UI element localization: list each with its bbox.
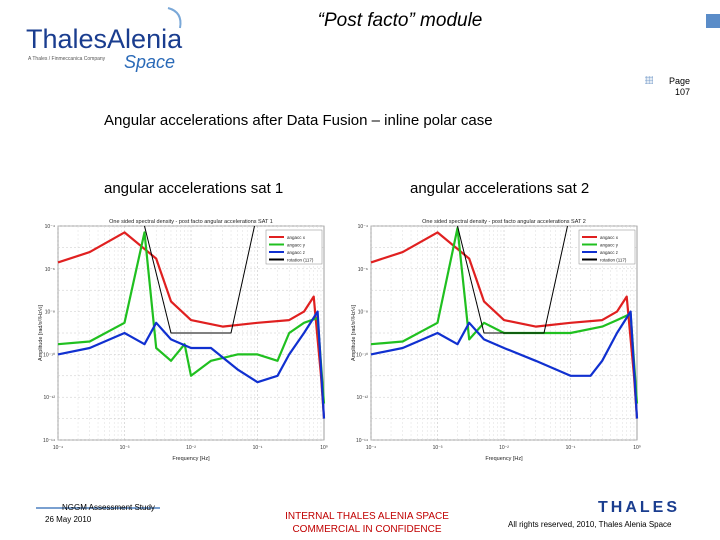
y-axis-label: Amplitude [rad/s²/Hz½]	[350, 305, 357, 361]
x-tick-label: 10⁻⁴	[53, 445, 63, 451]
series-line-angacc-z	[370, 310, 639, 419]
y-axis-label: Amplitude [rad/s²/Hz½]	[37, 305, 44, 361]
confidential-line-1: INTERNAL THALES ALENIA SPACE	[285, 511, 449, 522]
logo-main-text: ThalesAlenia	[26, 24, 183, 54]
y-tick-label: 10⁻¹⁰	[356, 352, 368, 358]
confidential-line-2: COMMERCIAL IN CONFIDENCE	[292, 524, 442, 535]
footer-rights: All rights reserved, 2010, Thales Alenia…	[508, 520, 672, 529]
legend-label: rotation (117)	[287, 258, 314, 263]
legend-label: angacc z	[600, 250, 619, 255]
x-axis-label: Frequency [Hz]	[485, 456, 523, 462]
y-tick-label: 10⁻¹²	[43, 395, 55, 401]
thales-logo-text: THALES	[598, 499, 680, 514]
footer-rule	[36, 507, 160, 509]
series-line-angacc-x	[370, 231, 639, 419]
series-line-angacc-y	[57, 231, 326, 404]
page-label: Page	[668, 76, 690, 86]
legend-label: angacc y	[287, 243, 306, 248]
x-tick-label: 10⁻⁴	[366, 445, 376, 451]
series-line-angacc-x	[57, 231, 326, 419]
y-tick-label: 10⁻¹⁴	[356, 438, 368, 444]
legend-box	[578, 229, 636, 265]
x-tick-label: 10⁻¹	[253, 445, 263, 451]
series-line-angacc-z	[57, 310, 326, 419]
legend-label: angacc z	[287, 250, 306, 255]
x-tick-label: 10⁰	[320, 445, 328, 451]
series-line-rotation-117-	[457, 225, 568, 334]
chart-title: One sided spectral density - post facto …	[422, 219, 586, 225]
caption-sat1: angular accelerations sat 1	[104, 180, 284, 197]
slide-subtitle: Angular accelerations after Data Fusion …	[104, 112, 493, 129]
y-tick-label: 10⁻⁴	[45, 224, 55, 230]
chart-sat1: 10⁻⁴ 10⁻³ 10⁻² 10⁻¹ 10⁰ 10⁻⁴ 10⁻⁶ 10⁻⁸ 10⁻¹⁰ 10⁻¹…	[34, 212, 339, 472]
legend-label: angacc x	[287, 235, 306, 240]
y-tick-label: 10⁻⁶	[45, 267, 55, 273]
footer-date: 26 May 2010	[45, 515, 92, 524]
page-number: 107	[674, 87, 690, 97]
y-tick-label: 10⁻⁴	[358, 224, 368, 230]
thales-logo: THALES	[598, 498, 690, 519]
y-tick-label: 10⁻⁸	[45, 310, 55, 316]
chart-title: One sided spectral density - post facto …	[109, 219, 273, 225]
y-tick-label: 10⁻⁸	[358, 310, 368, 316]
legend-box	[265, 229, 323, 265]
footer-confidentiality: INTERNAL THALES ALENIA SPACE COMMERCIAL …	[262, 510, 472, 536]
logo-tagline-text: A Thales / Finmeccanica Company	[28, 56, 106, 62]
slide-title: “Post facto” module	[317, 10, 483, 31]
logo-space-text: Space	[124, 52, 175, 72]
legend-label: rotation (117)	[600, 258, 627, 263]
x-tick-label: 10⁻²	[186, 445, 196, 451]
corner-accent	[706, 14, 720, 28]
x-axis-label: Frequency [Hz]	[172, 456, 210, 462]
y-tick-label: 10⁻¹⁰	[43, 352, 55, 358]
y-tick-label: 10⁻⁶	[358, 267, 368, 273]
x-tick-label: 10⁻¹	[566, 445, 576, 451]
chart-sat1-svg: 10⁻⁴ 10⁻³ 10⁻² 10⁻¹ 10⁰ 10⁻⁴ 10⁻⁶ 10⁻⁸ 10⁻¹⁰ 10⁻¹…	[37, 219, 328, 462]
x-tick-label: 10⁻²	[499, 445, 509, 451]
page-dots-icon	[645, 76, 653, 84]
x-tick-label: 10⁻³	[120, 445, 130, 451]
thales-alenia-space-logo: ThalesAlenia A Thales / Finmeccanica Com…	[18, 6, 193, 76]
legend-label: angacc x	[600, 235, 619, 240]
page-indicator: Page 107	[645, 76, 690, 98]
chart-sat2-svg: 10⁻⁴ 10⁻³ 10⁻² 10⁻¹ 10⁰ 10⁻⁴ 10⁻⁶ 10⁻⁸ 10⁻¹⁰ 10⁻¹…	[350, 219, 641, 462]
footer-study: NGGM Assessment Study	[62, 503, 155, 512]
y-tick-label: 10⁻¹²	[356, 395, 368, 401]
x-tick-label: 10⁰	[633, 445, 641, 451]
x-tick-label: 10⁻³	[433, 445, 443, 451]
y-tick-label: 10⁻¹⁴	[43, 438, 55, 444]
chart-sat2: 10⁻⁴ 10⁻³ 10⁻² 10⁻¹ 10⁰ 10⁻⁴ 10⁻⁶ 10⁻⁸ 10⁻¹⁰ 10⁻¹…	[347, 212, 652, 472]
legend-label: angacc y	[600, 243, 619, 248]
caption-sat2: angular accelerations sat 2	[410, 180, 590, 197]
series-line-rotation-117-	[144, 225, 255, 334]
